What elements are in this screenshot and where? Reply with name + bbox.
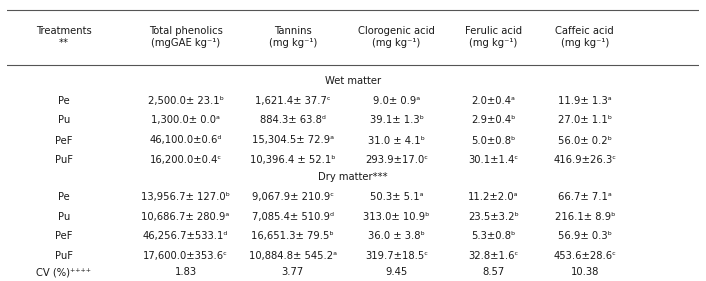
- Text: 9,067.9± 210.9ᶜ: 9,067.9± 210.9ᶜ: [252, 192, 334, 202]
- Text: 16,200.0±0.4ᶜ: 16,200.0±0.4ᶜ: [150, 155, 222, 165]
- Text: 36.0 ± 3.8ᵇ: 36.0 ± 3.8ᵇ: [368, 231, 425, 241]
- Text: Pe: Pe: [58, 192, 70, 202]
- Text: 5.3±0.8ᵇ: 5.3±0.8ᵇ: [472, 231, 515, 241]
- Text: 3.77: 3.77: [282, 267, 304, 277]
- Text: 11.2±2.0ᵃ: 11.2±2.0ᵃ: [468, 192, 519, 202]
- Text: 2.9±0.4ᵇ: 2.9±0.4ᵇ: [471, 115, 515, 125]
- Text: 1,300.0± 0.0ᵃ: 1,300.0± 0.0ᵃ: [151, 115, 220, 125]
- Text: 313.0± 10.9ᵇ: 313.0± 10.9ᵇ: [364, 212, 430, 221]
- Text: 13,956.7± 127.0ᵇ: 13,956.7± 127.0ᵇ: [141, 192, 230, 202]
- Text: Caffeic acid
(mg kg⁻¹): Caffeic acid (mg kg⁻¹): [556, 26, 614, 48]
- Text: Total phenolics
(mgGAE kg⁻¹): Total phenolics (mgGAE kg⁻¹): [149, 26, 222, 48]
- Text: CV (%)⁺⁺⁺⁺: CV (%)⁺⁺⁺⁺: [36, 267, 91, 277]
- Text: 16,651.3± 79.5ᵇ: 16,651.3± 79.5ᵇ: [251, 231, 334, 241]
- Text: Tannins
(mg kg⁻¹): Tannins (mg kg⁻¹): [269, 26, 317, 48]
- Text: 11.9± 1.3ᵃ: 11.9± 1.3ᵃ: [558, 96, 611, 106]
- Text: PeF: PeF: [55, 135, 73, 146]
- Text: 30.1±1.4ᶜ: 30.1±1.4ᶜ: [468, 155, 518, 165]
- Text: Wet matter: Wet matter: [325, 76, 381, 86]
- Text: PuF: PuF: [55, 155, 73, 165]
- Text: 17,600.0±353.6ᶜ: 17,600.0±353.6ᶜ: [143, 251, 228, 261]
- Text: 8.57: 8.57: [482, 267, 505, 277]
- Text: 293.9±17.0ᶜ: 293.9±17.0ᶜ: [365, 155, 428, 165]
- Text: Clorogenic acid
(mg kg⁻¹): Clorogenic acid (mg kg⁻¹): [358, 26, 435, 48]
- Text: 2.0±0.4ᵃ: 2.0±0.4ᵃ: [472, 96, 515, 106]
- Text: 9.45: 9.45: [385, 267, 407, 277]
- Text: PeF: PeF: [55, 231, 73, 241]
- Text: 39.1± 1.3ᵇ: 39.1± 1.3ᵇ: [369, 115, 424, 125]
- Text: 32.8±1.6ᶜ: 32.8±1.6ᶜ: [468, 251, 519, 261]
- Text: 46,100.0±0.6ᵈ: 46,100.0±0.6ᵈ: [149, 135, 222, 146]
- Text: 27.0± 1.1ᵇ: 27.0± 1.1ᵇ: [558, 115, 612, 125]
- Text: Treatments
**: Treatments **: [36, 26, 92, 48]
- Text: 31.0 ± 4.1ᵇ: 31.0 ± 4.1ᵇ: [368, 135, 425, 146]
- Text: 15,304.5± 72.9ᵃ: 15,304.5± 72.9ᵃ: [252, 135, 334, 146]
- Text: 10,884.8± 545.2ᵃ: 10,884.8± 545.2ᵃ: [249, 251, 337, 261]
- Text: 453.6±28.6ᶜ: 453.6±28.6ᶜ: [554, 251, 616, 261]
- Text: Pe: Pe: [58, 96, 70, 106]
- Text: 10,686.7± 280.9ᵃ: 10,686.7± 280.9ᵃ: [141, 212, 229, 221]
- Text: PuF: PuF: [55, 251, 73, 261]
- Text: 9.0± 0.9ᵃ: 9.0± 0.9ᵃ: [373, 96, 420, 106]
- Text: 56.0± 0.2ᵇ: 56.0± 0.2ᵇ: [558, 135, 612, 146]
- Text: 416.9±26.3ᶜ: 416.9±26.3ᶜ: [554, 155, 616, 165]
- Text: 66.7± 7.1ᵃ: 66.7± 7.1ᵃ: [558, 192, 611, 202]
- Text: 46,256.7±533.1ᵈ: 46,256.7±533.1ᵈ: [143, 231, 228, 241]
- Text: Ferulic acid
(mg kg⁻¹): Ferulic acid (mg kg⁻¹): [465, 26, 522, 48]
- Text: 50.3± 5.1ᵃ: 50.3± 5.1ᵃ: [370, 192, 424, 202]
- Text: 319.7±18.5ᶜ: 319.7±18.5ᶜ: [365, 251, 428, 261]
- Text: Pu: Pu: [58, 115, 70, 125]
- Text: 884.3± 63.8ᵈ: 884.3± 63.8ᵈ: [260, 115, 325, 125]
- Text: 5.0±0.8ᵇ: 5.0±0.8ᵇ: [472, 135, 515, 146]
- Text: 10,396.4 ± 52.1ᵇ: 10,396.4 ± 52.1ᵇ: [250, 155, 335, 165]
- Text: 2,500.0± 23.1ᵇ: 2,500.0± 23.1ᵇ: [148, 96, 224, 106]
- Text: 10.38: 10.38: [570, 267, 599, 277]
- Text: 1.83: 1.83: [174, 267, 197, 277]
- Text: Dry matter***: Dry matter***: [318, 172, 388, 182]
- Text: 7,085.4± 510.9ᵈ: 7,085.4± 510.9ᵈ: [252, 212, 334, 221]
- Text: 216.1± 8.9ᵇ: 216.1± 8.9ᵇ: [554, 212, 615, 221]
- Text: Pu: Pu: [58, 212, 70, 221]
- Text: 23.5±3.2ᵇ: 23.5±3.2ᵇ: [468, 212, 519, 221]
- Text: 56.9± 0.3ᵇ: 56.9± 0.3ᵇ: [558, 231, 612, 241]
- Text: 1,621.4± 37.7ᶜ: 1,621.4± 37.7ᶜ: [255, 96, 330, 106]
